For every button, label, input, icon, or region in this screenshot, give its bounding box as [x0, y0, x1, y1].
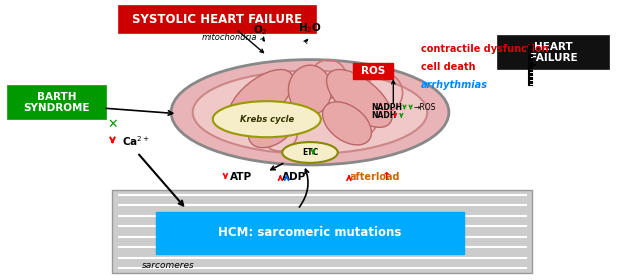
Ellipse shape	[288, 65, 332, 115]
Ellipse shape	[228, 69, 293, 127]
FancyBboxPatch shape	[353, 63, 393, 79]
Text: cell death: cell death	[421, 62, 476, 71]
Text: HCM: sarcomeric mutations: HCM: sarcomeric mutations	[218, 226, 402, 239]
Text: ✕: ✕	[107, 118, 118, 131]
Text: NADPH: NADPH	[372, 103, 403, 112]
FancyBboxPatch shape	[112, 190, 532, 273]
Text: sarcomeres: sarcomeres	[141, 261, 195, 270]
FancyBboxPatch shape	[156, 212, 464, 254]
FancyBboxPatch shape	[7, 86, 106, 119]
FancyBboxPatch shape	[118, 6, 316, 33]
Text: contractile dysfunction: contractile dysfunction	[421, 43, 549, 53]
Text: afterload: afterload	[350, 172, 401, 183]
Text: BARTH
SYNDROME: BARTH SYNDROME	[24, 92, 90, 113]
FancyBboxPatch shape	[498, 36, 609, 69]
Text: Ca$^{2+}$: Ca$^{2+}$	[122, 134, 150, 148]
Text: NADH: NADH	[372, 111, 397, 120]
Ellipse shape	[327, 69, 392, 127]
Ellipse shape	[249, 104, 298, 148]
Text: ETC: ETC	[302, 148, 318, 157]
Ellipse shape	[282, 142, 338, 163]
Ellipse shape	[322, 102, 371, 145]
Text: ATP: ATP	[230, 172, 252, 183]
Text: SYSTOLIC HEART FAILURE: SYSTOLIC HEART FAILURE	[132, 13, 303, 26]
Text: H$_2$O: H$_2$O	[298, 21, 322, 35]
Text: ROS: ROS	[361, 66, 386, 76]
Text: Krebs cycle: Krebs cycle	[240, 115, 294, 124]
Ellipse shape	[171, 60, 449, 165]
Ellipse shape	[193, 71, 427, 154]
Text: ADP: ADP	[282, 172, 306, 183]
Text: →ROS: →ROS	[414, 103, 436, 112]
Text: HEART
FAILURE: HEART FAILURE	[530, 42, 578, 64]
Text: ↑: ↑	[382, 172, 392, 183]
Ellipse shape	[213, 101, 321, 137]
Text: arrhythmias: arrhythmias	[421, 80, 488, 90]
Text: O$_2$: O$_2$	[253, 24, 268, 38]
Text: mitochondria: mitochondria	[202, 33, 257, 42]
